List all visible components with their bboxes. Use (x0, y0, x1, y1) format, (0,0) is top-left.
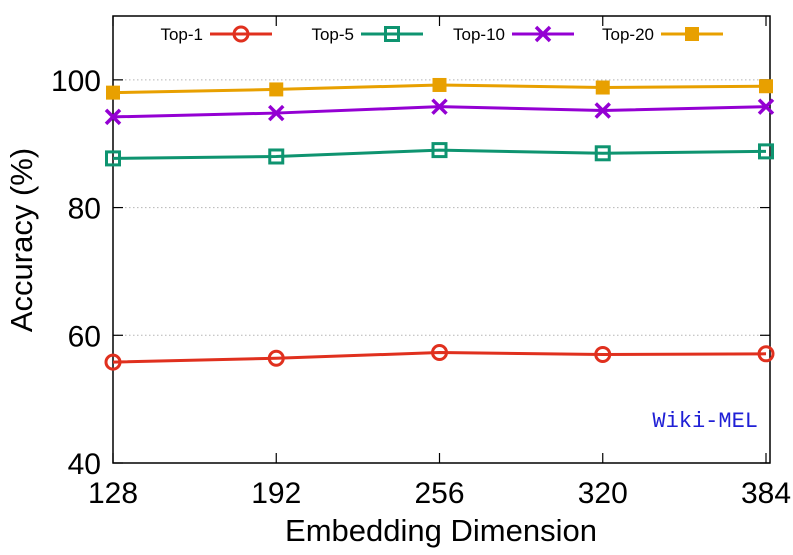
data-point (267, 349, 285, 367)
data-point (432, 77, 447, 92)
data-point (268, 148, 285, 165)
series-line (112, 148, 767, 160)
data-point (105, 150, 121, 167)
data-point (595, 80, 610, 95)
y-axis-label: Accuracy (%) (4, 148, 39, 332)
legend-label: Top-20 (602, 25, 654, 44)
series-layer (104, 77, 775, 371)
y-tick-label: 80 (68, 193, 101, 226)
data-point (594, 102, 611, 119)
legend: Top-1 Top-5 Top-10 Top-20 (160, 25, 723, 44)
legend-marker (232, 25, 250, 43)
legend-entry-top-1: Top-1 (160, 25, 272, 44)
data-point (104, 108, 122, 126)
y-tick-label: 100 (51, 65, 101, 98)
x-tick-label: 128 (88, 477, 138, 510)
grid-lines (113, 79, 770, 336)
x-tick-label: 320 (578, 477, 628, 510)
y-tick-label: 60 (68, 320, 101, 353)
data-point (106, 85, 120, 100)
x-tick-label: 192 (251, 477, 301, 510)
plot-frame (112, 15, 771, 464)
data-point (594, 145, 611, 162)
data-point (431, 344, 448, 362)
x-tick-label: 384 (741, 477, 791, 510)
legend-entry-top-10: Top-10 (453, 25, 574, 44)
axis-ticks: 40 60 80 100 128 192 256 320 384 (51, 16, 791, 510)
series-top-10 (104, 98, 775, 126)
y-tick-label: 40 (68, 448, 101, 481)
data-point (268, 104, 285, 122)
data-point (757, 98, 775, 115)
dataset-annotation: Wiki-MEL (652, 409, 758, 434)
series-top-20 (106, 77, 773, 100)
series-line (112, 351, 767, 364)
legend-label: Top-5 (311, 25, 354, 44)
data-point (431, 142, 448, 159)
x-tick-label: 256 (414, 477, 464, 510)
data-point (104, 353, 122, 371)
legend-marker (534, 25, 552, 43)
data-point (431, 98, 448, 115)
series-top-5 (105, 142, 774, 167)
series-top-1 (104, 344, 775, 371)
data-point (594, 345, 612, 363)
legend-entry-top-5: Top-5 (311, 25, 423, 44)
data-point (757, 345, 775, 363)
legend-label: Top-10 (453, 25, 505, 44)
legend-label: Top-1 (160, 25, 203, 44)
data-point (758, 143, 774, 160)
x-axis-label: Embedding Dimension (285, 513, 597, 548)
legend-marker (685, 27, 699, 41)
legend-entry-top-20: Top-20 (602, 25, 723, 44)
legend-marker (384, 26, 400, 42)
data-point (759, 79, 773, 94)
data-point (269, 82, 284, 97)
